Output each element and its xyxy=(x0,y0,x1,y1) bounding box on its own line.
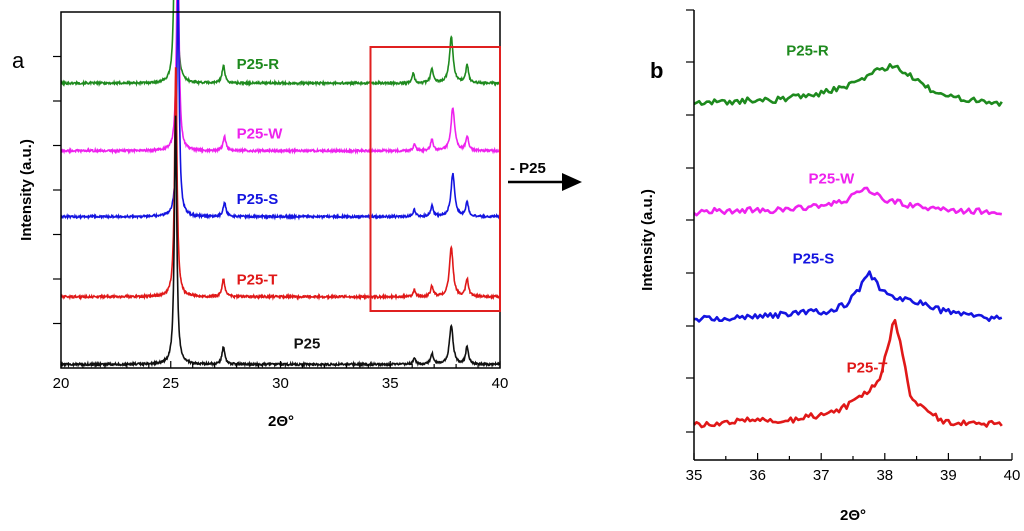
panel-arrow: - P25 xyxy=(508,160,582,191)
panel-b-series-p25-w xyxy=(693,186,1003,217)
panel-a-series-p25-t xyxy=(60,67,501,301)
panel-b-x-tick-label: 40 xyxy=(1004,467,1021,484)
panel-a-series-p25 xyxy=(60,115,501,369)
panel-b-series-group: P25-R P25-W P25-S P25-T xyxy=(693,42,1003,429)
panel-a-label-p25-w: P25-W xyxy=(237,125,284,142)
panel-b-x-tick-label: 36 xyxy=(749,467,766,484)
panel-a-chart: P25-R P25-W P25-S P25-T P25 20 25 30 35 40 a 2Θ°… xyxy=(12,0,508,430)
panel-a-x-axis-title: 2Θ° xyxy=(268,413,294,430)
panel-a-y-axis-title: Intensity (a.u.) xyxy=(18,139,35,241)
panel-b-letter: b xyxy=(650,58,663,83)
panel-a-label-p25-s: P25-S xyxy=(237,191,279,208)
panel-a-highlight-box xyxy=(369,46,501,312)
panel-a-x-tick-label: 25 xyxy=(162,375,179,392)
panel-b-x-tick-label: 37 xyxy=(813,467,830,484)
panel-a-label-p25-t: P25-T xyxy=(237,271,278,288)
panel-b-series-p25-t xyxy=(693,319,1003,429)
panel-a-x-tick-label: 40 xyxy=(492,375,509,392)
panel-b-x-tick-label: 39 xyxy=(940,467,957,484)
panel-a-ticks: 20 25 30 35 40 xyxy=(53,55,509,392)
panel-a-series-p25-r xyxy=(60,0,501,88)
panel-b-label-p25-w: P25-W xyxy=(808,171,855,188)
panel-a-label-p25: P25 xyxy=(294,335,321,352)
panel-b-x-tick-label: 38 xyxy=(876,467,893,484)
panel-a-x-tick-label: 35 xyxy=(382,375,399,392)
panel-b-x-tick-label: 35 xyxy=(686,467,703,484)
panel-b-series-p25-s xyxy=(693,270,1003,323)
panel-a-plot-frame xyxy=(60,11,501,369)
panel-b-ticks: 35 36 37 38 39 40 xyxy=(686,9,1021,484)
panel-b-label-p25-t: P25-T xyxy=(847,360,888,377)
panel-b-series-p25-r xyxy=(693,63,1003,107)
panel-a-series-p25-s xyxy=(60,0,501,221)
panel-b-y-axis-title: Intensity (a.u.) xyxy=(639,189,656,291)
panel-b-x-axis-title: 2Θ° xyxy=(840,507,866,524)
arrow-label: - P25 xyxy=(510,160,546,177)
arrow-head xyxy=(562,173,582,191)
panel-a-x-tick-label: 20 xyxy=(53,375,70,392)
panel-a-letter: a xyxy=(12,48,25,73)
panel-b-label-p25-r: P25-R xyxy=(786,42,829,59)
panel-b-label-p25-s: P25-S xyxy=(793,250,835,267)
panel-a-series-p25-w xyxy=(60,0,501,155)
panel-a-label-p25-r: P25-R xyxy=(237,56,280,73)
panel-a-x-tick-label: 30 xyxy=(272,375,289,392)
